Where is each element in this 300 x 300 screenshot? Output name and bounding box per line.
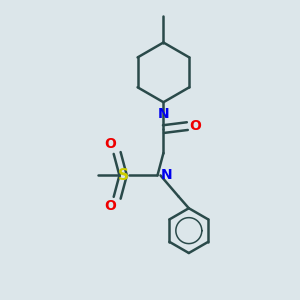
Text: N: N	[158, 107, 169, 121]
Text: S: S	[118, 168, 129, 183]
Text: O: O	[104, 137, 116, 152]
Text: O: O	[189, 119, 201, 133]
Text: N: N	[160, 168, 172, 182]
Text: O: O	[104, 199, 116, 213]
